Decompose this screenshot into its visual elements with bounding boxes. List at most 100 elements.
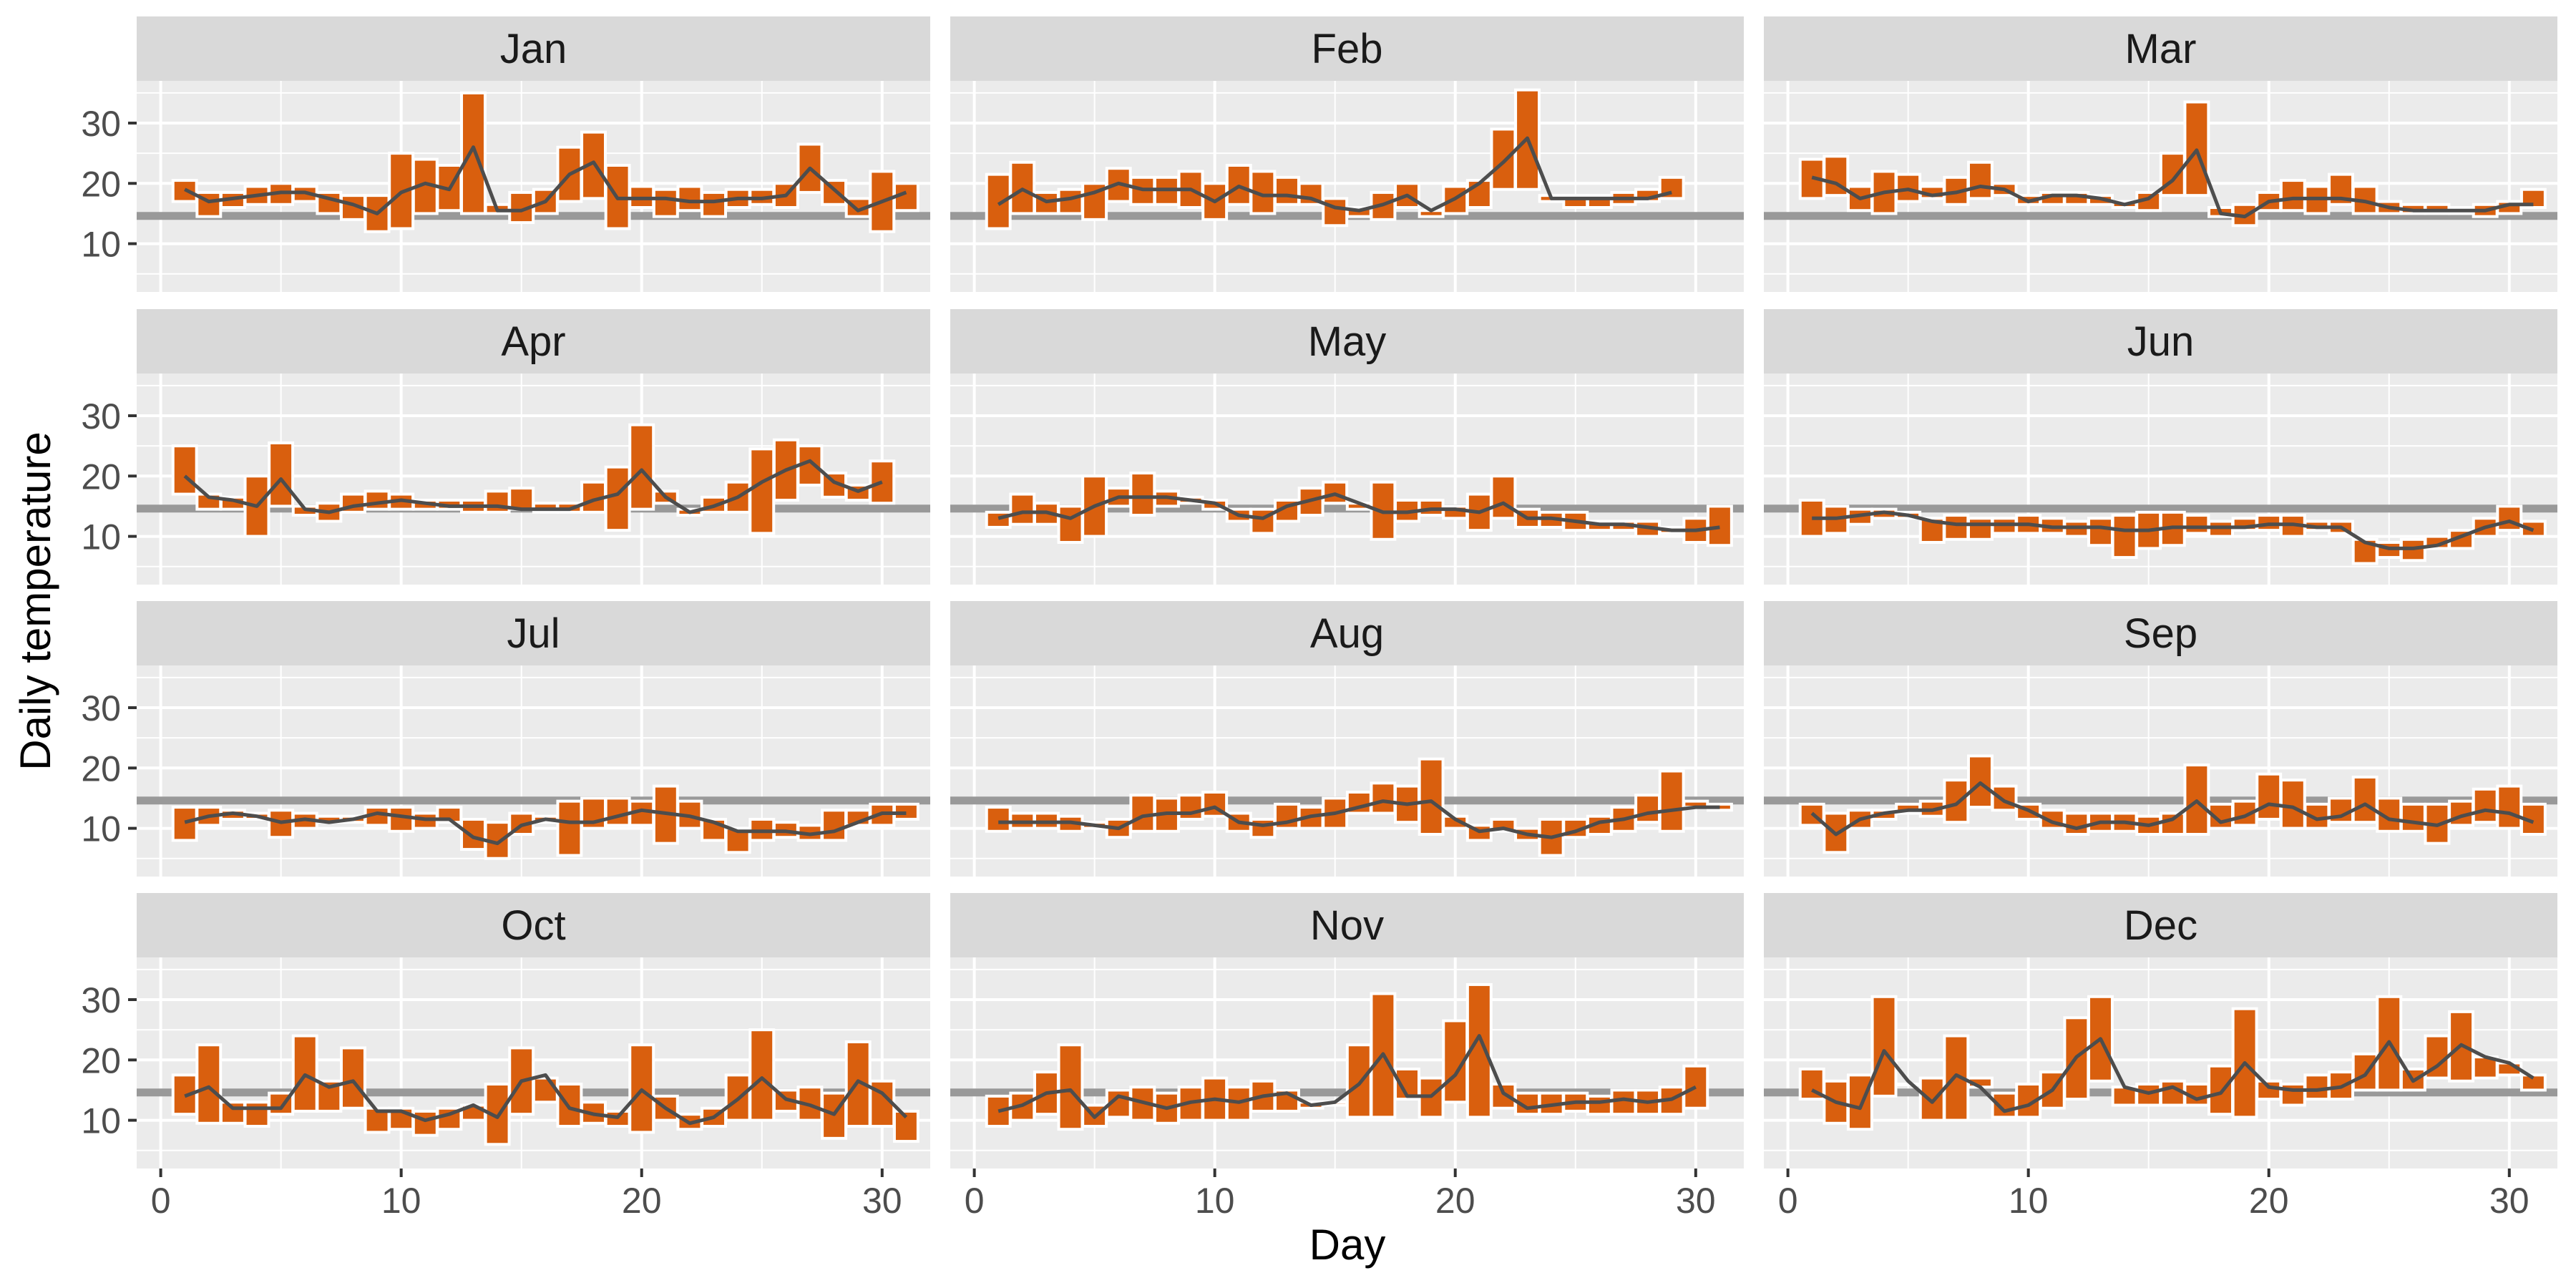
series-line (1812, 510, 2534, 550)
x-tick-label: 30 (1676, 1181, 1716, 1221)
bar-day-3 (219, 1101, 246, 1125)
panel-background (950, 81, 1744, 292)
facet-label: May (1308, 318, 1387, 365)
bar-day-14 (484, 489, 511, 514)
facet-panel-jan: Jan 10 20 30 (81, 16, 930, 292)
series-line (184, 1073, 908, 1126)
bar-day-7 (1943, 514, 1970, 541)
bar-day-2 (195, 1043, 223, 1125)
bar-day-28 (821, 809, 848, 842)
bar-day-9 (1991, 784, 2018, 812)
bar-day-24 (2351, 775, 2379, 824)
facet-label: Dec (2124, 902, 2197, 949)
facet-label: Sep (2124, 610, 2197, 657)
bar-day-4 (1057, 504, 1084, 545)
facet-panel-oct: Oct 10 20 30 0 10 20 30 (81, 893, 930, 1221)
bar-day-16 (532, 1076, 559, 1104)
bar-day-20 (2255, 1079, 2283, 1101)
bar-day-8 (1966, 517, 1994, 541)
y-tick-label: 10 (81, 809, 121, 849)
bar-day-30 (869, 459, 896, 505)
x-tick-label: 10 (1195, 1181, 1235, 1221)
bar-day-9 (364, 489, 391, 511)
bar-day-30 (2496, 784, 2523, 830)
bar-day-26 (2399, 537, 2426, 562)
x-tick-label: 10 (2009, 1181, 2049, 1221)
bar-day-1 (171, 806, 198, 842)
facet-label: Feb (1312, 26, 1383, 72)
bar-day-14 (1297, 182, 1324, 206)
bar-day-21 (1465, 179, 1493, 209)
x-tick-label: 20 (622, 1181, 662, 1221)
facet-panel-nov: Nov 0 10 20 30 (950, 893, 1744, 1221)
series-line (1811, 148, 2534, 219)
y-tick-label: 20 (81, 748, 121, 789)
bar-day-29 (1658, 769, 1685, 833)
series-line (997, 492, 1720, 532)
facet-strip (137, 16, 930, 81)
panel-background (137, 665, 930, 877)
bar-day-3 (1846, 1073, 1873, 1131)
y-tick-label: 30 (81, 396, 121, 436)
bar-day-13 (1274, 175, 1300, 206)
bar-day-4 (1057, 187, 1084, 215)
y-tick-label: 20 (81, 1040, 121, 1080)
bar-day-11 (411, 1109, 439, 1137)
facet-label: Apr (501, 318, 565, 365)
series-line (1810, 781, 2534, 836)
x-tick-label: 0 (965, 1181, 985, 1221)
bar-day-28 (1634, 794, 1662, 824)
bar-day-4 (243, 1101, 270, 1128)
panel-background (1764, 374, 2557, 585)
series-line (997, 136, 1672, 213)
panel-background (1764, 665, 2557, 877)
bar-day-1 (985, 172, 1012, 230)
bar-day-19 (1418, 757, 1445, 836)
bar-day-16 (2159, 811, 2186, 836)
bar-day-26 (2399, 802, 2426, 833)
facet-strip (1764, 16, 2557, 81)
bar-day-22 (1490, 1083, 1517, 1110)
facet-panel-dec: Dec 0 10 20 30 (1764, 893, 2557, 1221)
bar-day-27 (1610, 1088, 1637, 1116)
series-line (183, 459, 883, 514)
facet-strip (137, 893, 930, 957)
bar-day-28 (821, 179, 848, 206)
bar-day-29 (2472, 787, 2499, 824)
bar-day-24 (2351, 1052, 2379, 1092)
y-tick-label: 10 (81, 225, 121, 265)
bar-day-13 (460, 817, 487, 852)
bar-day-14 (2111, 514, 2138, 560)
bar-day-17 (1370, 781, 1397, 815)
bar-day-10 (388, 806, 415, 833)
facet-strip (950, 893, 1744, 957)
bar-day-15 (508, 487, 535, 511)
bar-day-21 (2279, 779, 2306, 830)
series-line (997, 1034, 1697, 1119)
facet-panel-jul: Jul 10 20 30 (81, 601, 930, 877)
bar-day-22 (2303, 1073, 2331, 1101)
bar-day-7 (1129, 794, 1156, 833)
bar-day-21 (2279, 1083, 2306, 1107)
y-tick-label: 30 (81, 104, 121, 144)
bar-day-22 (1490, 474, 1517, 520)
y-tick-label: 20 (81, 457, 121, 497)
bar-day-5 (1895, 1083, 1922, 1086)
bar-day-2 (1009, 492, 1036, 526)
facet-strip (950, 16, 1744, 81)
bar-day-26 (2399, 1067, 2426, 1092)
panel-background (950, 665, 1744, 877)
bar-day-12 (1249, 817, 1277, 839)
bar-day-1 (171, 444, 198, 496)
facet-panel-feb: Feb (950, 16, 1744, 292)
bar-day-23 (701, 190, 728, 218)
x-tick-label: 0 (1778, 1181, 1798, 1221)
bar-day-16 (2159, 152, 2186, 197)
bar-day-8 (339, 1046, 366, 1110)
bar-day-17 (2183, 514, 2210, 535)
bar-day-20 (2255, 772, 2283, 821)
facet-strip (950, 309, 1744, 374)
x-tick-label: 0 (151, 1181, 171, 1221)
series-line (1811, 1037, 2534, 1113)
